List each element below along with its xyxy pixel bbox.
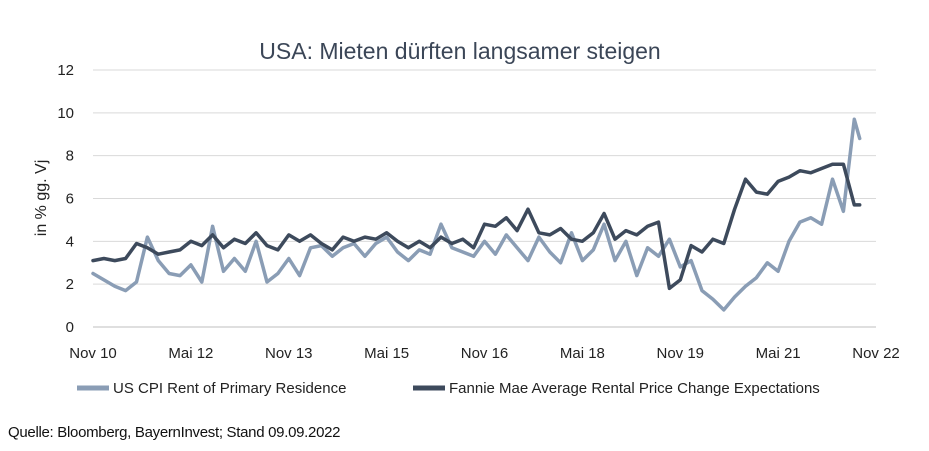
y-tick-8: 8 (66, 148, 74, 165)
series-line-1 (91, 162, 862, 291)
y-axis-label: in % gg. Vj (33, 160, 50, 236)
legend-label-fannie-mae: Fannie Mae Average Rental Price Change E… (449, 380, 820, 397)
x-tick-1: Mai 12 (168, 345, 213, 362)
x-tick-4: Nov 16 (461, 345, 509, 362)
x-tick-5: Mai 18 (560, 345, 605, 362)
chart-title: USA: Mieten dürften langsamer steigen (259, 38, 660, 64)
y-tick-labels: 0 2 4 6 8 10 12 (57, 62, 74, 336)
legend: US CPI Rent of Primary Residence Fannie … (77, 380, 820, 397)
x-tick-labels: Nov 10 Mai 12 Nov 13 Mai 15 Nov 16 Mai 18 Nov … (69, 345, 900, 362)
y-tick-6: 6 (66, 191, 74, 208)
y-tick-10: 10 (57, 105, 74, 122)
x-tick-2: Nov 13 (265, 345, 313, 362)
x-tick-7: Mai 21 (756, 345, 801, 362)
x-tick-8: Nov 22 (852, 345, 900, 362)
x-tick-6: Nov 19 (656, 345, 704, 362)
x-tick-0: Nov 10 (69, 345, 117, 362)
series-line-0 (91, 117, 862, 312)
source-note: Quelle: Bloomberg, BayernInvest; Stand 0… (8, 424, 341, 441)
y-tick-0: 0 (66, 319, 74, 336)
legend-label-cpi-rent: US CPI Rent of Primary Residence (113, 380, 346, 397)
y-tick-4: 4 (66, 233, 74, 250)
x-tick-3: Mai 15 (364, 345, 409, 362)
gridlines (93, 69, 876, 328)
series-lines (91, 117, 862, 312)
y-tick-2: 2 (66, 276, 74, 293)
y-tick-12: 12 (57, 62, 74, 79)
